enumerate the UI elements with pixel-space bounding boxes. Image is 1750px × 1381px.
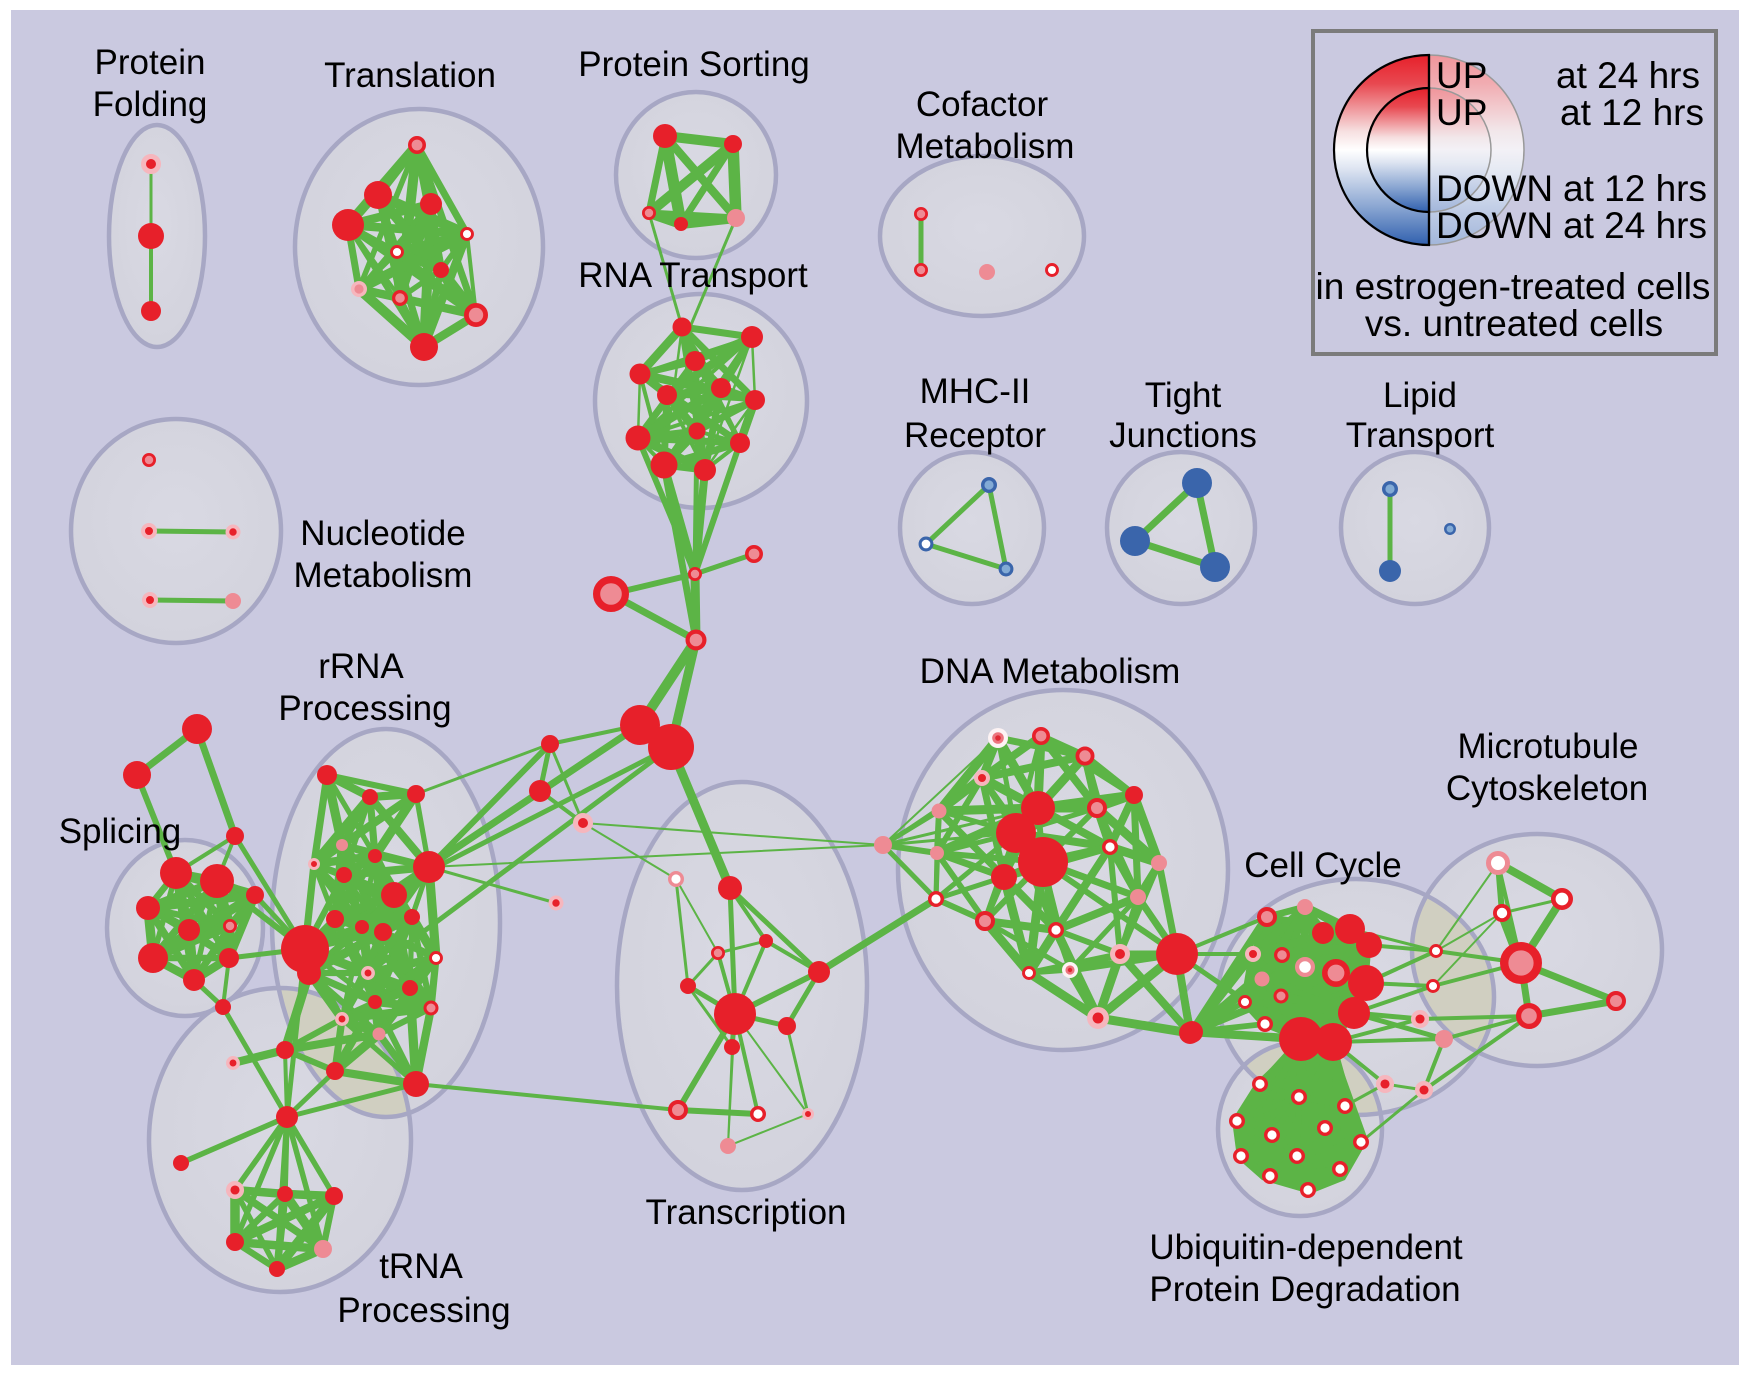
svg-text:DNA Metabolism: DNA Metabolism	[920, 652, 1181, 691]
svg-text:Cell Cycle: Cell Cycle	[1244, 846, 1402, 885]
svg-text:Processing: Processing	[278, 689, 451, 728]
svg-text:Lipid: Lipid	[1383, 376, 1457, 415]
svg-text:Nucleotide: Nucleotide	[300, 514, 465, 553]
svg-text:Ubiquitin-dependent: Ubiquitin-dependent	[1149, 1228, 1463, 1267]
svg-text:UP: UP	[1436, 92, 1487, 133]
svg-text:MHC-II: MHC-II	[920, 372, 1031, 411]
svg-text:DOWN: DOWN	[1436, 205, 1553, 246]
svg-text:vs. untreated cells: vs. untreated cells	[1365, 303, 1663, 344]
svg-text:tRNA: tRNA	[379, 1247, 463, 1286]
svg-text:Microtubule: Microtubule	[1458, 727, 1639, 766]
svg-text:Tight: Tight	[1145, 376, 1222, 415]
svg-text:in estrogen-treated cells: in estrogen-treated cells	[1316, 266, 1711, 307]
svg-text:at 24 hrs: at 24 hrs	[1563, 205, 1707, 246]
svg-text:Cofactor: Cofactor	[916, 85, 1049, 124]
svg-text:UP: UP	[1436, 55, 1487, 96]
svg-text:Metabolism: Metabolism	[294, 556, 473, 595]
svg-text:Splicing: Splicing	[59, 812, 182, 851]
svg-text:Junctions: Junctions	[1109, 416, 1257, 455]
svg-text:at 12 hrs: at 12 hrs	[1563, 168, 1707, 209]
svg-text:rRNA: rRNA	[318, 647, 404, 686]
svg-text:Cytoskeleton: Cytoskeleton	[1446, 769, 1648, 808]
svg-text:Transcription: Transcription	[646, 1193, 847, 1232]
svg-text:RNA Transport: RNA Transport	[578, 256, 808, 295]
svg-text:Processing: Processing	[337, 1291, 510, 1330]
svg-text:Translation: Translation	[324, 56, 496, 95]
svg-text:Metabolism: Metabolism	[896, 127, 1075, 166]
svg-text:Folding: Folding	[93, 85, 208, 124]
svg-text:Protein: Protein	[95, 43, 206, 82]
svg-text:at 24 hrs: at 24 hrs	[1556, 55, 1700, 96]
svg-text:DOWN: DOWN	[1436, 168, 1553, 209]
svg-text:Receptor: Receptor	[904, 416, 1046, 455]
svg-text:at 12 hrs: at 12 hrs	[1560, 92, 1704, 133]
svg-text:Protein Sorting: Protein Sorting	[578, 45, 810, 84]
svg-text:Transport: Transport	[1346, 416, 1495, 455]
svg-text:Protein Degradation: Protein Degradation	[1149, 1270, 1460, 1309]
